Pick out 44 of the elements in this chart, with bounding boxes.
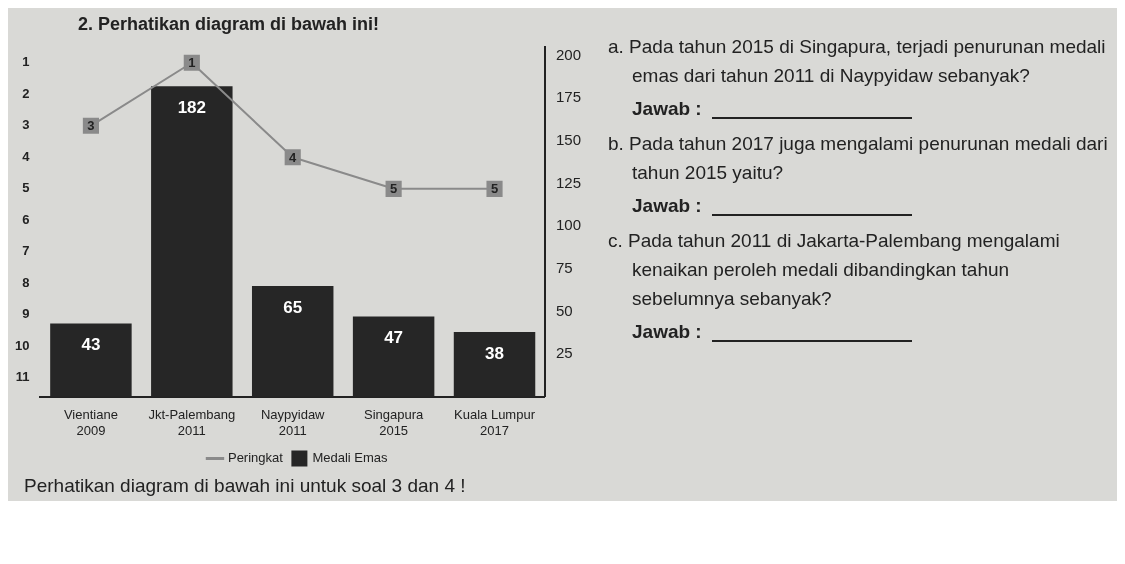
x-tick-label: Jkt-Palembang 2011	[148, 407, 236, 438]
data-label: 5	[490, 181, 499, 197]
data-label: 65	[283, 297, 303, 317]
x-tick-label: Kuala Lumpur 2017	[454, 407, 536, 438]
text: Jawab :	[632, 194, 702, 218]
data-label: 182	[177, 97, 206, 117]
chart-title: 2. Perhatikan diagram di bawah ini!	[77, 13, 381, 35]
y2-tick-label: 150	[555, 130, 581, 148]
x-tick-label: Singapura 2015	[363, 407, 425, 438]
data-label: 47	[384, 328, 404, 348]
y2-tick-label: 200	[555, 45, 581, 63]
y-tick-label: 8	[22, 274, 30, 290]
y-tick-label: 5	[22, 180, 30, 196]
y-tick-label: 10	[14, 337, 30, 353]
y2-tick-label: 125	[555, 173, 581, 191]
data-label: 4	[289, 149, 298, 165]
x-tick-label: Vientiane 2009	[63, 407, 118, 438]
data-label: 1	[188, 55, 196, 71]
text: a. Pada tahun 2015 di Singapura, terjadi penurunan medali emas dari tahun 2011 di Naypyidaw sebanyak?	[608, 35, 1107, 88]
text: c. Pada tahun 2011 di Jakarta-Palembang mengalami kenaikan peroleh medali dibandingkan tahun sebelumnya sebanyak?	[608, 229, 1061, 311]
y2-tick-label: 25	[555, 344, 573, 362]
text: Perhatikan diagram di bawah ini untuk soal 3 dan 4 !	[23, 475, 467, 498]
y2-tick-label: 100	[555, 216, 581, 234]
text: b. Pada tahun 2017 juga mengalami penurunan medali dari tahun 2015 yaitu?	[608, 132, 1108, 185]
y2-tick-label: 50	[555, 301, 573, 319]
data-label: 3	[87, 118, 95, 134]
y2-tick-label: 175	[555, 88, 581, 106]
text: Jawab :	[632, 320, 702, 344]
text: Jawab :	[632, 97, 702, 121]
data-label: 38	[485, 343, 504, 363]
data-label: 5	[390, 181, 398, 197]
x-tick-label: Naypyidaw 2011	[260, 407, 326, 438]
legend-label: Medali Emas	[312, 450, 389, 466]
y-tick-label: 11	[15, 369, 30, 385]
y-tick-label: 7	[22, 243, 30, 259]
y-tick-label: 1	[22, 54, 30, 70]
y2-tick-label: 75	[555, 258, 573, 276]
y-tick-label: 9	[22, 306, 30, 322]
y-tick-label: 6	[22, 211, 30, 227]
y-tick-label: 2	[22, 85, 30, 101]
data-label: 43	[81, 335, 101, 355]
legend-label: Peringkat	[227, 450, 284, 466]
y-tick-label: 3	[22, 117, 30, 133]
y-tick-label: 4	[22, 148, 31, 164]
